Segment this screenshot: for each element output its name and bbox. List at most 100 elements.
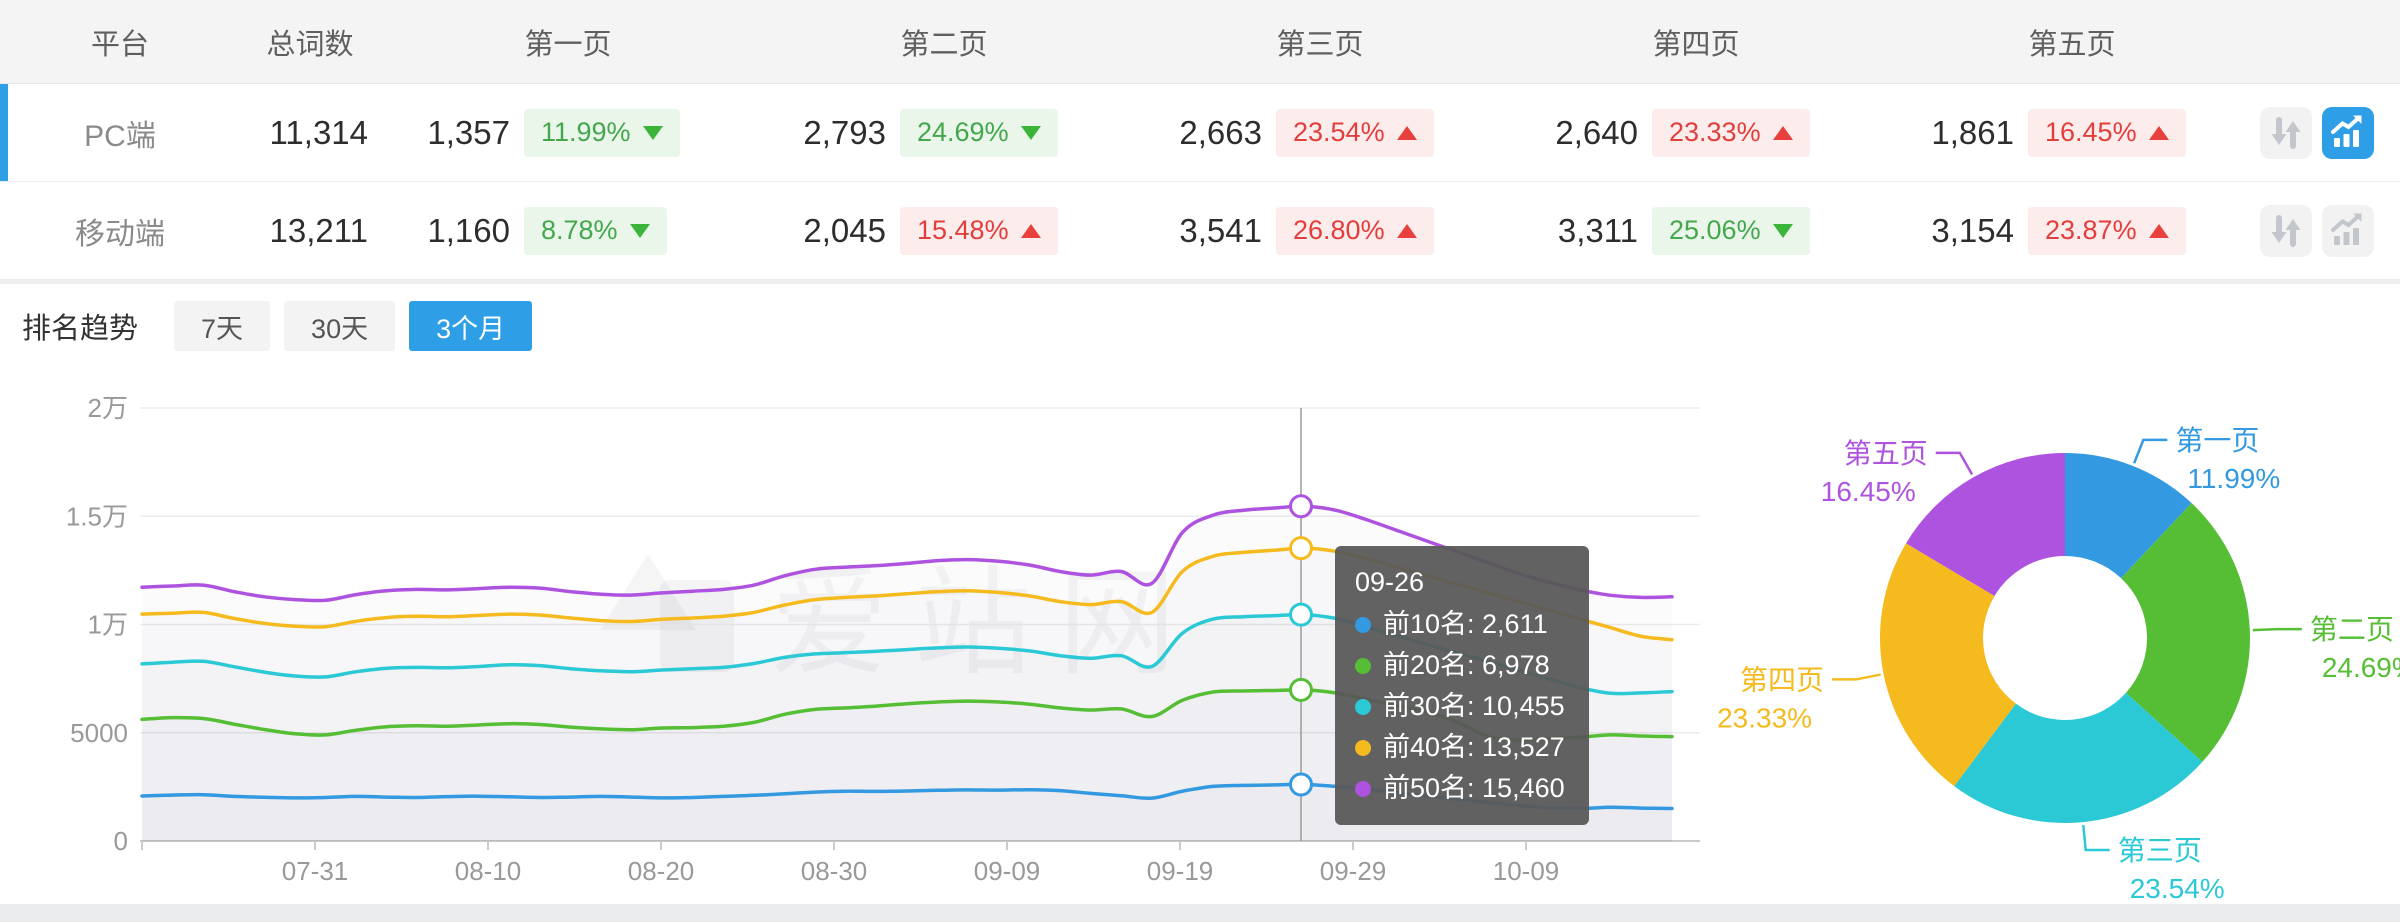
col-header-platform: 平台 [90,28,149,61]
y-axis-tick-label: 2万 [88,393,128,423]
donut-leader-line [1832,673,1881,681]
table-header-row: 平台 总词数 第一页 第二页 第三页 第四页 第五页 [0,0,2400,84]
series-marker-icon [1289,772,1313,797]
donut-slice-第二页[interactable] [2121,503,2250,762]
page2-change-badge: 15.48% [900,206,1058,255]
page4-change-badge: 23.33% [1652,108,1810,157]
x-axis-tick-label: 08-30 [801,856,868,886]
sort-button[interactable] [2260,204,2312,257]
donut-slice-第四页[interactable] [1880,543,2016,787]
donut-slice-第五页[interactable] [1906,453,2065,597]
x-axis-tick-label: 09-29 [1320,856,1387,886]
tab-3个月[interactable]: 3个月 [409,301,533,351]
page1-change-badge: 8.78% [524,206,667,255]
page5-change-badge: 23.87% [2028,206,2186,255]
page2-cell: 2,793 24.69% [756,108,1132,157]
page2-count: 2,045 [803,211,886,249]
watermark-logo-icon [600,554,696,630]
tab-30天[interactable]: 30天 [284,301,396,351]
donut-leader-line [2082,824,2110,852]
page4-count: 2,640 [1555,113,1638,151]
chart-row: 爱站网050001万1.5万2万07-3108-1008-2008-3009-0… [0,368,2400,904]
x-axis-tick-label: 08-10 [455,856,522,886]
tooltip-series-row: 前20名: 6,978 [1355,645,1565,686]
row-actions [2260,106,2400,159]
show-trend-button[interactable] [2322,106,2374,159]
triangle-down-icon [629,223,650,238]
col-header-page4: 第四页 [1652,28,1740,61]
y-axis-tick-label: 1万 [88,610,128,640]
triangle-down-icon [1772,223,1793,238]
page1-cell: 1,160 8.78% [380,206,756,255]
page5-cell: 1,861 16.45% [1884,108,2260,157]
triangle-down-icon [1020,125,1041,140]
donut-leader-line [1935,451,1974,476]
change-percent: 16.45% [2045,117,2137,147]
change-percent: 25.06% [1669,215,1761,245]
series-dot-icon [1355,698,1371,715]
donut-slice-第一页[interactable] [2065,453,2192,579]
sort-button[interactable] [2260,106,2312,159]
x-axis-tick-label: 08-20 [628,856,695,886]
tooltip-series-row: 前30名: 10,455 [1355,686,1565,727]
tooltip-series-text: 前20名: 6,978 [1383,650,1550,680]
tooltip-series-text: 前30名: 10,455 [1383,691,1565,721]
tooltip-date: 09-26 [1355,567,1425,597]
platform-label: 移动端 [75,217,165,251]
triangle-up-icon [2148,223,2169,238]
change-percent: 23.54% [1293,117,1385,147]
page1-count: 1,160 [427,211,510,249]
tooltip-series-text: 前50名: 15,460 [1383,773,1565,803]
y-axis-tick-label: 5000 [70,718,128,748]
y-axis-tick-label: 0 [114,826,128,856]
change-percent: 11.99% [541,117,631,147]
page-distribution-donut-chart[interactable]: 第一页 11.99% 第二页 24.69% 第三页 23.54% 第四页 23.33% 第五页 1… [1700,368,2400,904]
trend-tabs: 7天 30天 3个月 [174,301,546,351]
triangle-up-icon [1020,223,1041,238]
tab-7天[interactable]: 7天 [174,301,271,351]
page3-count: 3,541 [1179,211,1262,249]
series-dot-icon [1355,780,1371,797]
table-row-PC端[interactable]: PC端 11,314 1,357 11.99% 2,793 24.69% 2,6… [0,84,2400,182]
page3-count: 2,663 [1179,113,1262,151]
page5-count: 3,154 [1931,211,2014,249]
x-axis-tick-label: 07-31 [282,856,349,886]
page5-change-badge: 16.45% [2028,108,2186,157]
col-header-page5: 第五页 [2028,28,2116,61]
col-header-page2: 第二页 [900,28,988,61]
tooltip-rows: 前10名: 2,611 前20名: 6,978 前30名: 10,455 前40… [1355,604,1565,809]
donut-slice-第三页[interactable] [1954,692,2203,823]
row-actions [2260,204,2400,257]
series-dot-icon [1355,616,1371,633]
triangle-up-icon [2148,125,2169,140]
bottom-strip [0,904,2400,922]
watermark-logo-icon [660,580,734,672]
x-axis-tick-label: 10-09 [1493,856,1560,886]
series-dot-icon [1355,739,1371,756]
chart-tooltip: 09-26 前10名: 2,611 前20名: 6,978 前30名: 10,4… [1335,546,1589,825]
change-percent: 23.87% [2045,215,2137,245]
col-header-page3: 第三页 [1276,28,1364,61]
page5-cell: 3,154 23.87% [1884,206,2260,255]
table-row-移动端[interactable]: 移动端 13,211 1,160 8.78% 2,045 15.48% 3,54… [0,182,2400,280]
tooltip-series-row: 前10名: 2,611 [1355,604,1565,645]
donut-label-name: 第一页 [2175,425,2259,456]
donut-label-percent: 24.69% [2322,652,2400,683]
series-marker-icon [1289,677,1313,702]
x-axis-tick-label: 09-09 [974,856,1041,886]
donut-label-percent: 11.99% [2187,463,2280,494]
y-axis-tick-label: 1.5万 [66,501,128,531]
show-trend-button[interactable] [2322,204,2374,257]
trend-chart-icon [2331,115,2362,147]
change-percent: 8.78% [541,215,618,245]
tooltip-series-text: 前40名: 13,527 [1383,732,1565,762]
series-dot-icon [1355,657,1371,674]
change-percent: 24.69% [917,117,1009,147]
page2-change-badge: 24.69% [900,108,1058,157]
col-header-total: 总词数 [266,28,354,61]
donut-label-percent: 16.45% [1821,476,1916,507]
donut-label-name: 第二页 [2310,614,2394,645]
change-percent: 23.33% [1669,117,1761,147]
page3-cell: 3,541 26.80% [1132,206,1508,255]
